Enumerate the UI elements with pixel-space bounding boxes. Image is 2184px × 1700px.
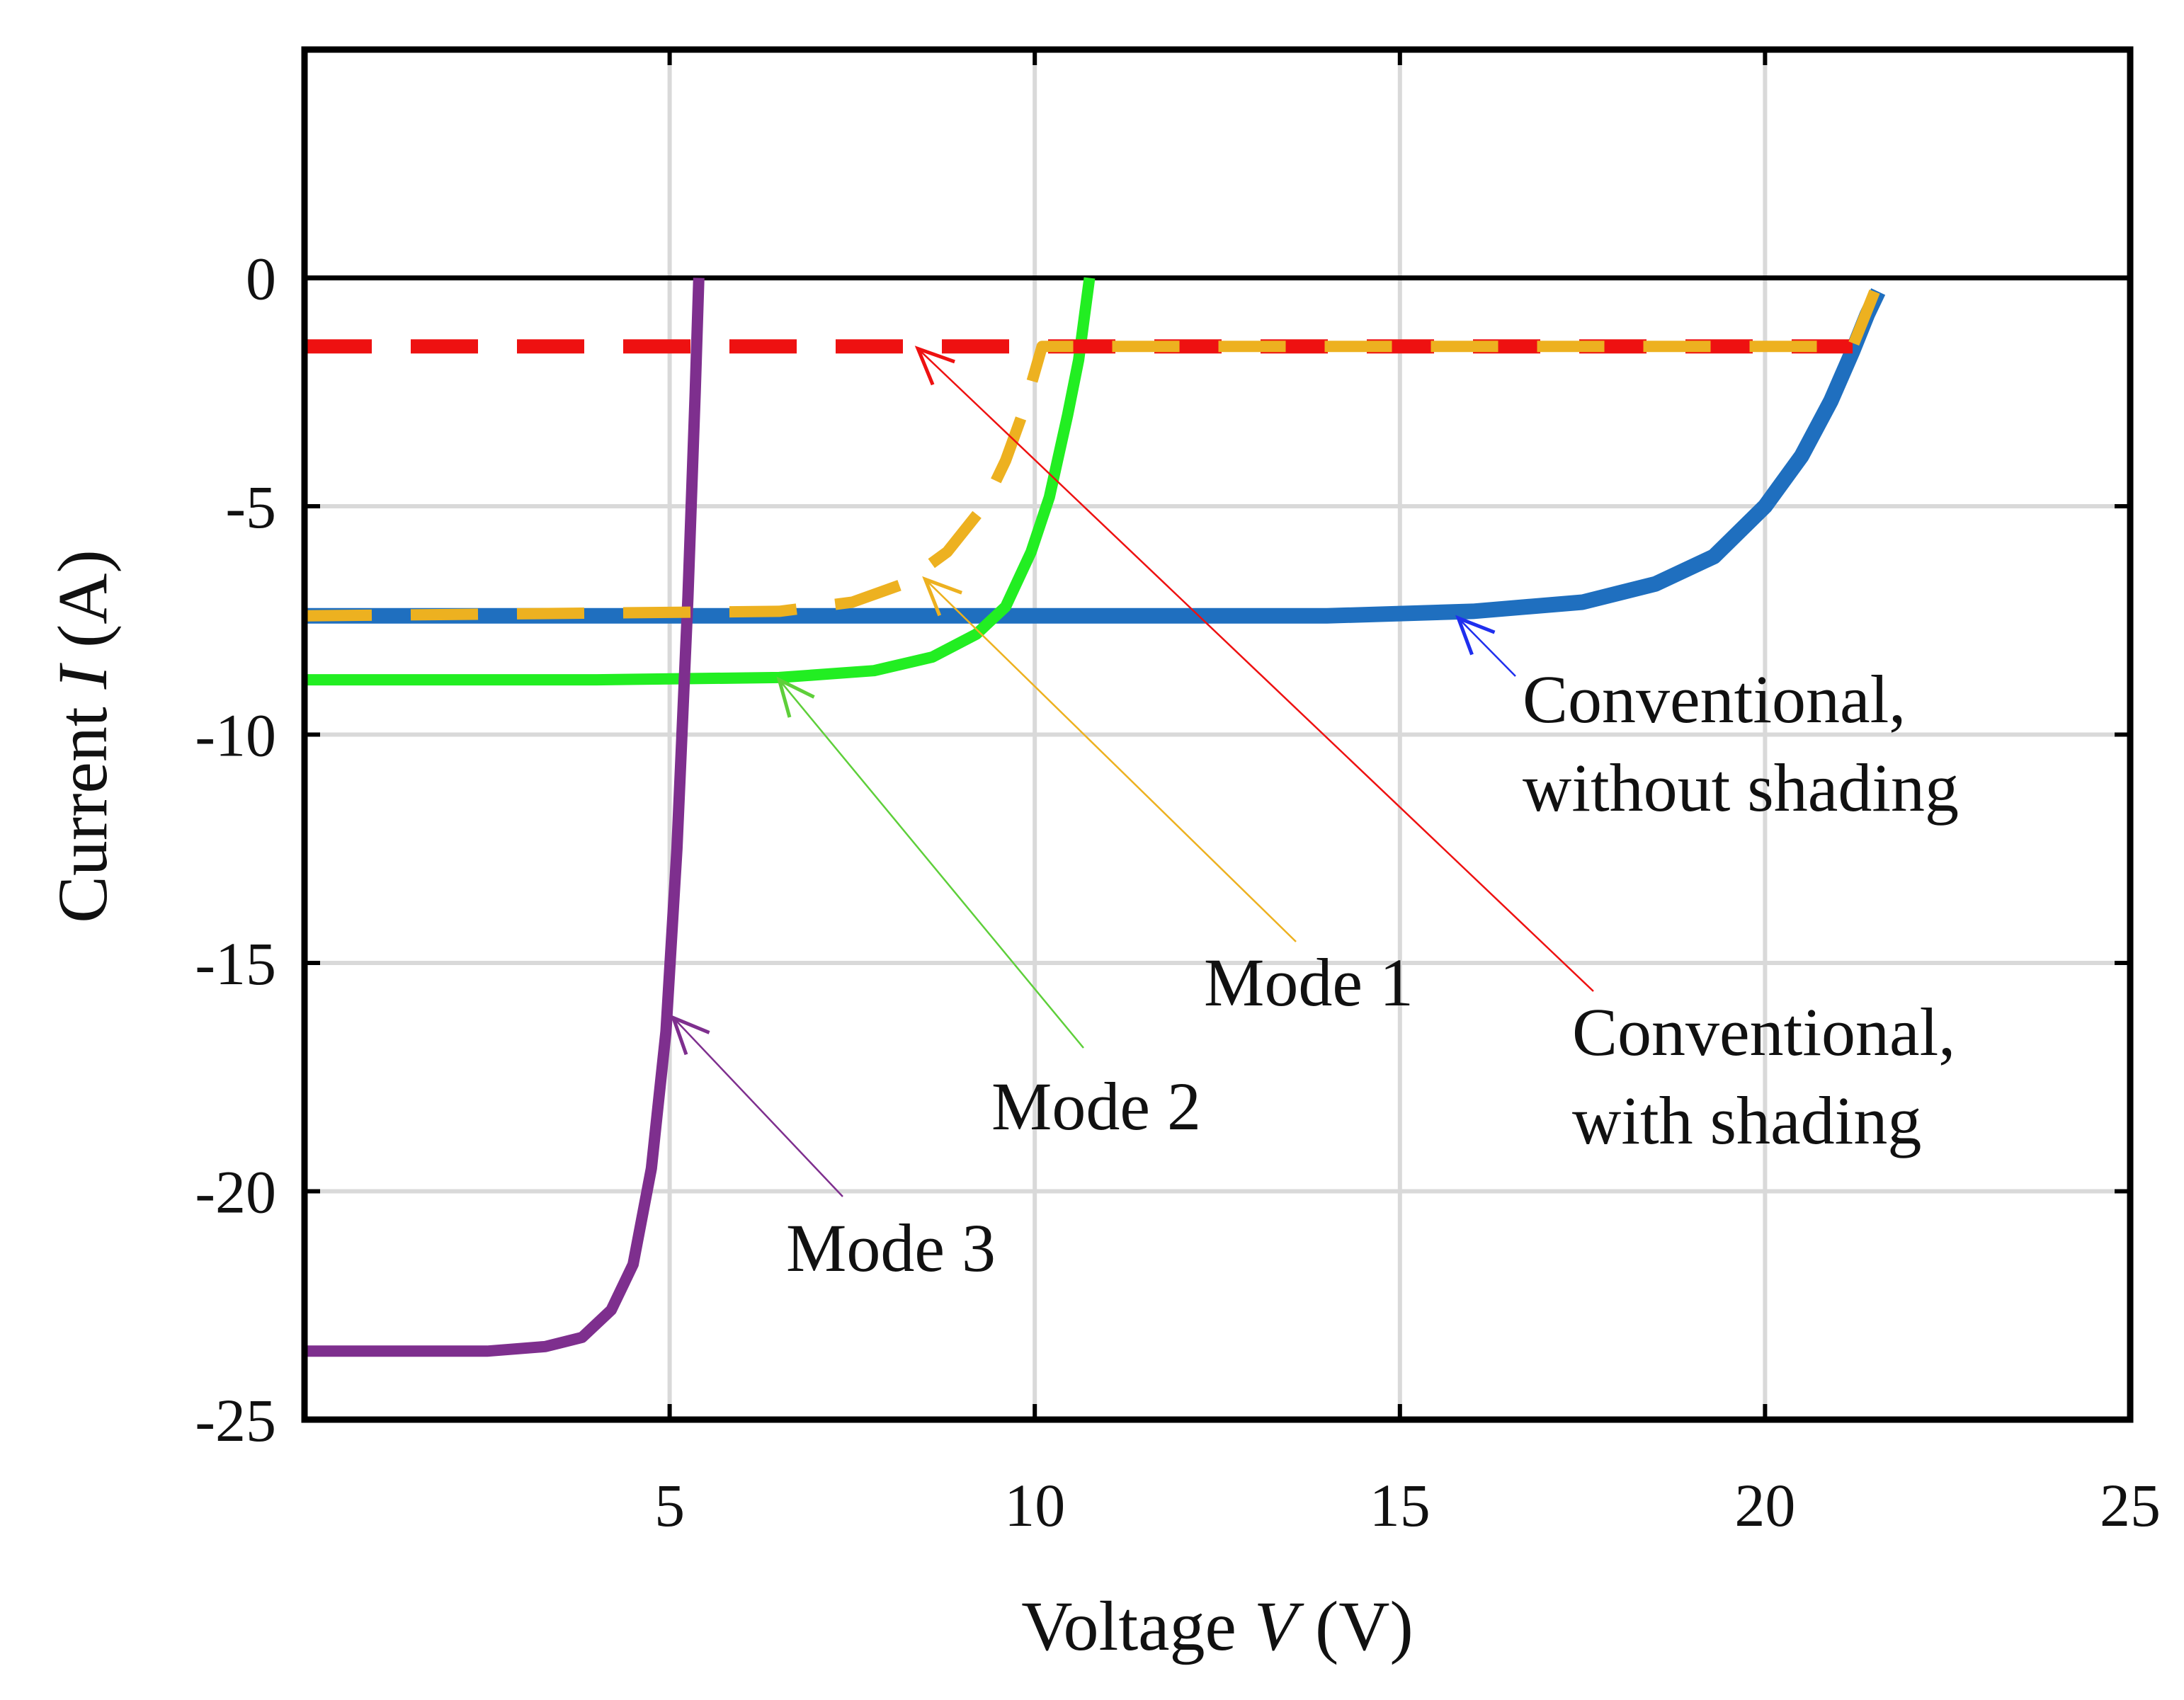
annotation-label: Mode 1 — [1204, 945, 1414, 1020]
x-tick-label: 20 — [1734, 1471, 1795, 1539]
series-conventional-without-shading — [305, 288, 1886, 624]
x-tick-label: 10 — [1004, 1471, 1065, 1539]
y-tick-label: -15 — [195, 930, 276, 998]
ticks: 5 10 15 20 25 0 -5 -10 -15 -20 -25 — [195, 50, 2161, 1539]
series-layer — [305, 275, 2130, 1357]
y-tick-label: -20 — [195, 1158, 276, 1226]
annotation-arrow-head — [776, 676, 815, 718]
y-tick-label: -5 — [225, 473, 276, 541]
annotation-layer: Conventional, without shading Conventional… — [670, 346, 1959, 1286]
annotation-label: Mode 2 — [991, 1068, 1201, 1144]
annotation-label: Conventional, — [1572, 994, 1955, 1070]
series-mode-1 — [305, 289, 1880, 622]
x-axis-title: Voltage V (V) — [1021, 1587, 1414, 1665]
annotation-arrow-head — [1455, 615, 1496, 656]
annotation-arrow-line — [672, 1017, 843, 1197]
annotation-arrow-head — [670, 1014, 710, 1056]
annotation-arrow-line — [924, 578, 1297, 942]
x-tick-label: 25 — [2100, 1471, 2161, 1539]
y-tick-label: -25 — [195, 1386, 276, 1454]
annotation-arrow-line — [917, 348, 1594, 992]
annotation-label: without shading — [1523, 750, 1959, 826]
y-axis-title: Current I (A) — [43, 549, 122, 923]
annotation-label: Mode 3 — [786, 1210, 996, 1286]
series-mode-3 — [305, 278, 705, 1357]
x-tick-label: 15 — [1370, 1471, 1431, 1539]
annotation-label: with shading — [1572, 1083, 1921, 1158]
series-mode-2 — [305, 277, 1096, 686]
annotation-arrow-head — [914, 346, 955, 386]
annotation-arrow-line — [1457, 617, 1516, 677]
y-tick-label: -10 — [195, 702, 276, 770]
annotation-label: Conventional, — [1523, 661, 1906, 737]
y-tick-label: 0 — [246, 245, 276, 313]
x-tick-label: 5 — [654, 1471, 685, 1539]
annotation-arrow-line — [778, 679, 1084, 1049]
annotation-arrow-head — [922, 576, 962, 617]
